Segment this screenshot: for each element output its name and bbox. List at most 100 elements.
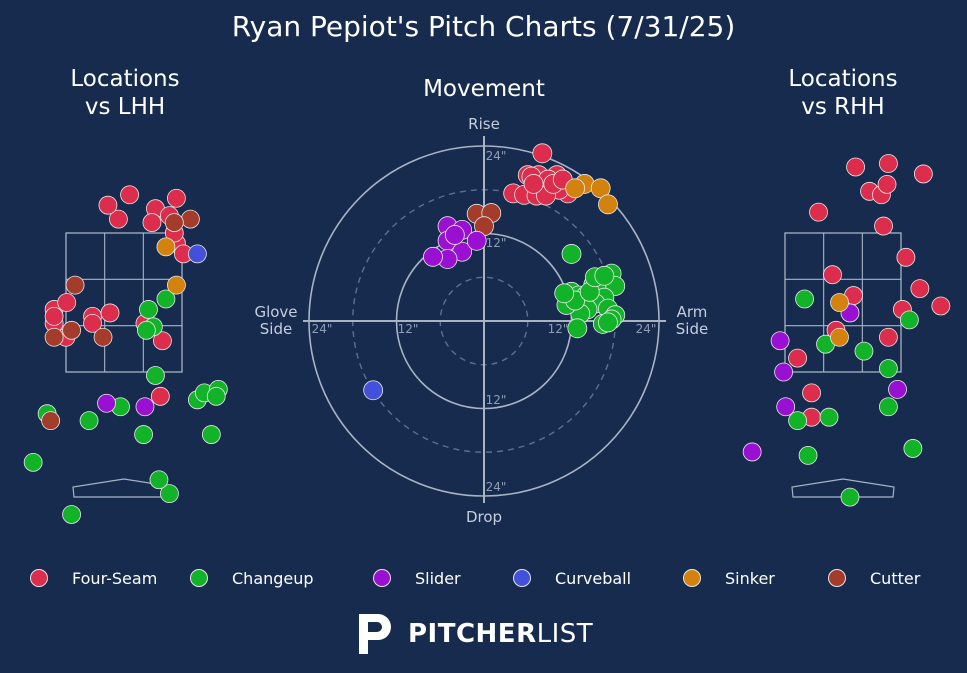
rhh-point-four-seam bbox=[874, 216, 893, 236]
lhh-point-four-seam bbox=[44, 306, 64, 326]
lhh-home-plate bbox=[72, 478, 176, 498]
rhh-point-four-seam bbox=[913, 164, 933, 184]
movement-point-changeup bbox=[554, 283, 575, 304]
rhh-point-changeup bbox=[788, 411, 807, 431]
legend-marker bbox=[828, 569, 846, 587]
rhh-point-four-seam bbox=[823, 265, 842, 285]
legend-label: Sinker bbox=[725, 568, 775, 588]
movement-point-slider bbox=[423, 246, 443, 267]
movement-point-sinker bbox=[565, 178, 586, 199]
rhh-panel-title: Locations vs RHH bbox=[788, 66, 898, 120]
rhh-point-changeup bbox=[879, 397, 898, 417]
tick-right-12: 12" bbox=[548, 322, 569, 336]
legend-marker bbox=[513, 569, 531, 587]
rhh-point-slider bbox=[742, 442, 762, 462]
tick-top-12: 12" bbox=[486, 236, 507, 250]
axis-label-rise: Rise bbox=[468, 115, 500, 133]
rhh-point-four-seam bbox=[877, 174, 897, 194]
legend-item-sinker: Sinker bbox=[675, 566, 820, 590]
legend-item-cutter: Cutter bbox=[820, 566, 940, 590]
legend-marker bbox=[683, 569, 701, 587]
lhh-point-changeup bbox=[23, 452, 43, 472]
chart-title: Ryan Pepiot's Pitch Charts (7/31/25) bbox=[231, 10, 736, 43]
tick-bottom-24: 24" bbox=[486, 480, 507, 494]
legend-marker bbox=[190, 569, 208, 587]
lhh-point-changeup bbox=[206, 386, 226, 406]
pitcherlist-wordmark: PITCHERLIST bbox=[408, 619, 593, 649]
legend-label: Slider bbox=[415, 568, 461, 588]
rhh-point-four-seam bbox=[788, 348, 807, 368]
lhh-point-four-seam bbox=[83, 313, 102, 333]
rhh-point-slider bbox=[776, 397, 796, 417]
rhh-point-changeup bbox=[819, 407, 839, 427]
lhh-point-changeup bbox=[156, 289, 176, 309]
brand-light: LIST bbox=[536, 619, 594, 649]
rhh-point-four-seam bbox=[846, 157, 865, 177]
movement-point-four-seam bbox=[532, 143, 553, 164]
pitcherlist-logo-icon bbox=[359, 614, 391, 654]
movement-point-sinker bbox=[598, 194, 618, 215]
legend-label: Curveball bbox=[555, 568, 632, 588]
brand-bold: PITCHER bbox=[408, 619, 537, 649]
rhh-point-sinker bbox=[830, 293, 849, 312]
lhh-point-slider bbox=[97, 393, 116, 413]
rhh-point-changeup bbox=[795, 289, 814, 309]
legend-marker bbox=[373, 569, 391, 587]
rhh-point-sinker bbox=[830, 327, 849, 347]
lhh-point-cutter bbox=[93, 327, 113, 347]
legend-label: Four-Seam bbox=[72, 568, 158, 588]
rhh-point-slider bbox=[774, 362, 794, 382]
axis-label-drop: Drop bbox=[466, 508, 502, 526]
lhh-point-four-seam bbox=[109, 209, 128, 229]
movement-point-curveball bbox=[363, 380, 384, 401]
lhh-point-cutter bbox=[164, 213, 184, 232]
lhh-point-cutter bbox=[44, 327, 64, 347]
movement-point-changeup bbox=[567, 318, 588, 339]
rhh-point-changeup bbox=[903, 439, 923, 458]
legend-item-four-seam: Four-Seam bbox=[22, 566, 182, 590]
lhh-location-chart bbox=[23, 185, 228, 524]
rhh-home-plate bbox=[791, 478, 895, 498]
axis-label-glove-side: Side bbox=[260, 320, 292, 338]
lhh-point-cutter bbox=[62, 320, 81, 340]
legend: Four-Seam Changeup Slider Curveball Sinker Cu… bbox=[22, 566, 962, 590]
rhh-point-four-seam bbox=[879, 154, 898, 173]
lhh-point-four-seam bbox=[150, 386, 170, 406]
rhh-point-four-seam bbox=[809, 202, 828, 222]
axis-label-arm-side: Side bbox=[676, 320, 708, 338]
movement-panel-title: Movement bbox=[423, 76, 545, 102]
legend-item-slider: Slider bbox=[365, 566, 505, 590]
rhh-point-four-seam bbox=[879, 327, 898, 347]
lhh-point-changeup bbox=[134, 425, 153, 444]
rhh-point-changeup bbox=[840, 487, 860, 507]
movement-point-changeup bbox=[594, 265, 615, 286]
movement-point-slider bbox=[466, 230, 487, 251]
rhh-point-slider bbox=[888, 379, 907, 399]
lhh-point-changeup bbox=[201, 425, 221, 444]
tick-bottom-12: 12" bbox=[486, 393, 507, 407]
lhh-point-four-seam bbox=[100, 303, 120, 323]
tick-left-12: 12" bbox=[398, 322, 419, 336]
movement-point-changeup bbox=[598, 312, 618, 333]
legend-item-changeup: Changeup bbox=[182, 566, 365, 590]
lhh-point-sinker bbox=[156, 237, 176, 257]
legend-item-curveball: Curveball bbox=[505, 566, 675, 590]
legend-label: Cutter bbox=[870, 568, 921, 588]
rhh-point-four-seam bbox=[896, 247, 916, 267]
tick-right-24: 24" bbox=[636, 322, 657, 336]
rhh-point-changeup bbox=[899, 310, 919, 330]
lhh-point-four-seam bbox=[142, 213, 162, 232]
lhh-point-cutter bbox=[41, 411, 61, 431]
rhh-point-four-seam bbox=[931, 296, 951, 316]
lhh-point-four-seam bbox=[120, 185, 139, 205]
movement-point-changeup bbox=[561, 244, 582, 264]
rhh-point-changeup bbox=[879, 359, 898, 378]
lhh-point-changeup bbox=[146, 366, 165, 385]
rhh-point-four-seam bbox=[802, 383, 821, 403]
axis-label-glove-side: Glove bbox=[254, 303, 297, 321]
lhh-point-changeup bbox=[79, 411, 99, 431]
lhh-point-changeup bbox=[160, 484, 179, 504]
legend-marker bbox=[30, 569, 48, 587]
pitcherlist-logo: PITCHERLIST bbox=[356, 612, 593, 656]
